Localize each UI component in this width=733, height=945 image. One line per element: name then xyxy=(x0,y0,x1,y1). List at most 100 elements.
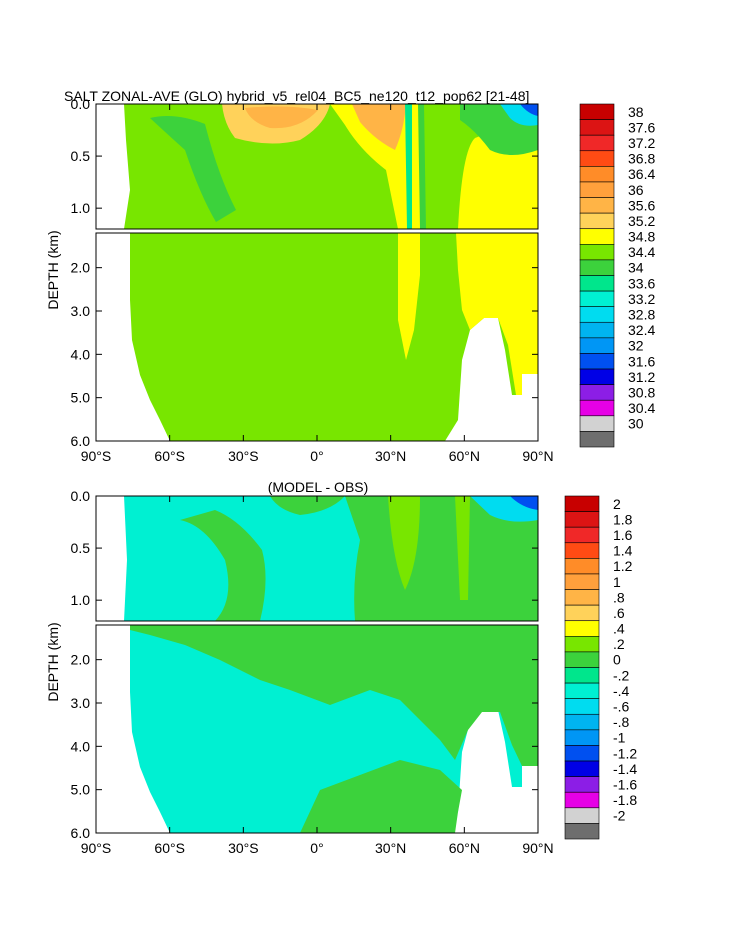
plot-2-upper-north-positive xyxy=(388,496,420,590)
y-tick-label: 3.0 xyxy=(71,303,91,319)
colorbar-label: 1.8 xyxy=(613,511,633,527)
colorbar-swatch xyxy=(564,791,600,809)
y-tick-label: 4.0 xyxy=(71,346,91,362)
y-tick-label: 3.0 xyxy=(71,695,91,711)
colorbar-swatch xyxy=(579,181,615,198)
plot-1-lower-ocean-field xyxy=(130,233,538,441)
colorbar-swatch xyxy=(564,760,600,777)
colorbar-swatch xyxy=(579,368,615,385)
colorbar-swatch xyxy=(579,399,615,417)
plot-2-colorbar: 21.81.61.41.21.8.6.4.20-.2-.4-.6-.8-1-1.… xyxy=(564,495,637,840)
plot-2-y-axis-label: DEPTH (km) xyxy=(45,622,61,701)
y-tick-label: 2.0 xyxy=(71,652,91,668)
colorbar-swatch xyxy=(564,636,600,653)
colorbar-label: 30 xyxy=(628,416,644,432)
colorbar-swatch xyxy=(579,431,615,448)
colorbar-label: 34.8 xyxy=(628,229,655,245)
plot-1-north-subtropical-max xyxy=(352,104,406,150)
colorbar-swatch xyxy=(579,275,615,292)
colorbar-label: 30.4 xyxy=(628,400,655,416)
x-tick-label: 90°S xyxy=(81,840,112,856)
plot-2-upper-green-patch xyxy=(180,510,266,621)
y-tick-label: 1.0 xyxy=(71,200,91,216)
plot-2-lower-deep-positive xyxy=(300,760,462,833)
colorbar-label: -.2 xyxy=(613,667,630,683)
y-tick-label: 5.0 xyxy=(71,782,91,798)
colorbar-swatch xyxy=(564,495,600,512)
colorbar-label: 34 xyxy=(628,260,644,276)
colorbar-label: 31.6 xyxy=(628,353,655,369)
colorbar-label: -1.4 xyxy=(613,761,637,777)
colorbar-label: 38 xyxy=(628,104,644,120)
colorbar-label: 34.4 xyxy=(628,244,655,260)
colorbar-swatch xyxy=(579,321,615,339)
colorbar-swatch xyxy=(579,228,615,245)
colorbar-swatch xyxy=(564,682,600,699)
colorbar-swatch xyxy=(579,197,615,214)
x-tick-label: 60°N xyxy=(449,840,480,856)
colorbar-swatch xyxy=(579,259,615,276)
plot-1-lower-arctic-yellow xyxy=(456,233,538,395)
x-tick-label: 60°N xyxy=(449,448,480,464)
colorbar-swatch xyxy=(564,745,600,762)
colorbar-swatch xyxy=(564,604,600,622)
x-tick-label: 30°S xyxy=(228,840,259,856)
colorbar-swatch xyxy=(564,729,600,746)
colorbar-swatch xyxy=(579,166,615,183)
colorbar-label: 36.4 xyxy=(628,166,655,182)
colorbar-swatch xyxy=(579,244,615,261)
plot-2-upper-arctic-positive xyxy=(455,496,470,600)
x-tick-label: 90°N xyxy=(522,840,553,856)
colorbar-label: 37.2 xyxy=(628,135,655,151)
plot-1-upper-panel xyxy=(95,103,539,230)
plot-2-upper-arctic-strong-negative xyxy=(510,496,538,510)
colorbar-swatch xyxy=(564,651,600,668)
colorbar-swatch xyxy=(579,415,615,432)
colorbar-label: .2 xyxy=(613,636,625,652)
colorbar-label: 37.6 xyxy=(628,119,655,135)
colorbar-label: 33.2 xyxy=(628,291,655,307)
plot-1-y-axis-label: DEPTH (km) xyxy=(45,230,61,309)
colorbar-swatch xyxy=(564,511,600,528)
colorbar-swatch xyxy=(579,150,615,167)
plot-1-mediterranean-strip xyxy=(405,104,412,229)
plot-1-south-core xyxy=(245,106,318,129)
y-tick-label: 4.0 xyxy=(71,738,91,754)
colorbar-swatch xyxy=(564,823,600,840)
colorbar-label: 1.6 xyxy=(613,527,633,543)
colorbar-swatch xyxy=(579,306,615,323)
colorbar-swatch xyxy=(579,134,615,152)
plot-2-upper-panel xyxy=(95,495,539,622)
colorbar-label: 0 xyxy=(613,652,621,668)
colorbar-swatch xyxy=(579,290,615,307)
plot-1-colorbar: 3837.637.236.836.43635.635.234.834.43433… xyxy=(579,103,655,448)
colorbar-swatch xyxy=(579,119,615,136)
colorbar-swatch xyxy=(564,667,600,684)
y-tick-label: 6.0 xyxy=(71,825,91,841)
y-tick-label: 0.0 xyxy=(71,96,91,112)
colorbar-swatch xyxy=(564,713,600,731)
x-tick-label: 90°S xyxy=(81,448,112,464)
x-tick-label: 30°N xyxy=(375,840,406,856)
plot-1-y-ticks: 0.0 0.5 1.0 2.0 3.0 4.0 5.0 6.0 xyxy=(71,96,538,449)
y-tick-label: 0.0 xyxy=(71,488,91,504)
colorbar-label: 1.4 xyxy=(613,543,633,559)
colorbar-swatch xyxy=(579,384,615,401)
colorbar-label: -1 xyxy=(613,730,626,746)
colorbar-swatch xyxy=(564,573,600,590)
colorbar-label: -.6 xyxy=(613,698,630,714)
colorbar-label: -.4 xyxy=(613,683,630,699)
colorbar-swatch xyxy=(564,542,600,559)
colorbar-label: 31.2 xyxy=(628,369,655,385)
plot-2-difference: (MODEL - OBS) 0.0 0.5 1.0 2.0 3.0 4.0 5.0 6.0 9… xyxy=(45,479,637,856)
x-tick-label: 0° xyxy=(310,448,323,464)
colorbar-swatch xyxy=(564,698,600,715)
colorbar-swatch xyxy=(564,526,600,544)
plot-2-upper-green-cap xyxy=(270,496,345,515)
y-tick-label: 6.0 xyxy=(71,433,91,449)
x-tick-label: 60°S xyxy=(154,448,185,464)
colorbar-label: 32.8 xyxy=(628,306,655,322)
plot-1-upper-antarctic-gap xyxy=(124,104,130,229)
plot-2-title: (MODEL - OBS) xyxy=(268,479,369,495)
